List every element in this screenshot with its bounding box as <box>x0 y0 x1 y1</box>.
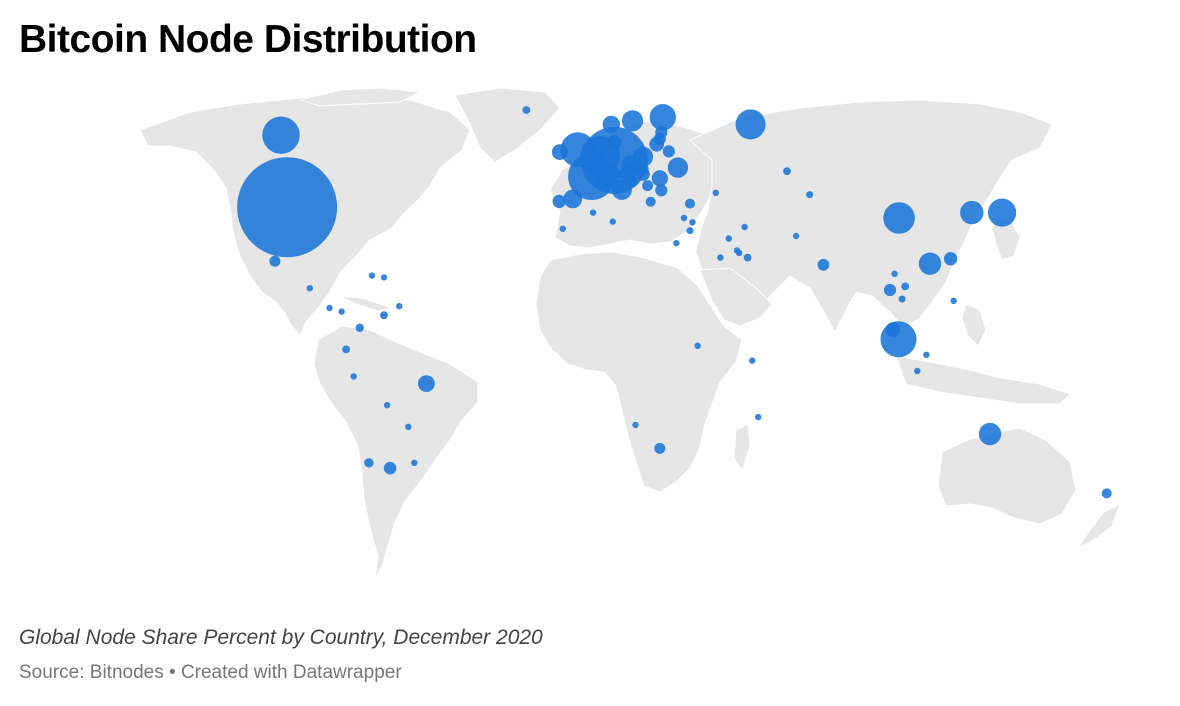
land-philippines <box>961 303 987 347</box>
bubble-china[interactable] <box>883 202 915 234</box>
bubble-malaysia[interactable] <box>885 322 901 337</box>
bubble-egypt[interactable] <box>673 240 680 247</box>
bubble-norway[interactable] <box>602 115 620 134</box>
bubble-algeria[interactable] <box>589 209 597 216</box>
bubble-kazakhstan[interactable] <box>783 167 791 176</box>
bubble-saudi-arabia[interactable] <box>717 254 724 261</box>
land-layer <box>139 87 1121 581</box>
bubble-uruguay[interactable] <box>411 459 418 466</box>
bubble-iran[interactable] <box>741 223 748 231</box>
land-new-zealand <box>1077 503 1121 549</box>
bubble-brazil[interactable] <box>418 375 435 392</box>
bubble-taiwan[interactable] <box>943 252 958 266</box>
bubble-united-kingdom[interactable] <box>560 132 596 167</box>
source-name[interactable]: Bitnodes <box>89 662 164 683</box>
bubble-south-korea[interactable] <box>960 200 984 225</box>
bubble-lebanon[interactable] <box>689 219 696 226</box>
land-madagascar <box>733 423 751 471</box>
bubble-venezuela[interactable] <box>380 311 388 320</box>
bubble-russia[interactable] <box>735 109 766 140</box>
bubble-kyrgyzstan[interactable] <box>806 191 814 199</box>
bubble-belarus[interactable] <box>662 145 675 158</box>
bubble-ecuador[interactable] <box>342 345 350 354</box>
bubble-georgia[interactable] <box>712 189 719 196</box>
bubble-greece[interactable] <box>645 196 656 207</box>
credit-link[interactable]: Created with Datawrapper <box>180 662 402 683</box>
bubble-pakistan[interactable] <box>792 232 800 240</box>
bubble-kenya[interactable] <box>694 342 701 349</box>
world-bubble-map <box>139 87 1121 581</box>
bubble-panama[interactable] <box>338 308 345 315</box>
bubble-chile[interactable] <box>364 458 374 468</box>
bubble-guatemala[interactable] <box>306 285 313 292</box>
bubble-bolivia[interactable] <box>383 402 391 409</box>
bubble-cyprus[interactable] <box>680 214 688 222</box>
bubble-namibia[interactable] <box>632 421 639 429</box>
bubble-turkey[interactable] <box>685 198 695 209</box>
bubble-peru[interactable] <box>350 373 357 380</box>
bubble-argentina[interactable] <box>383 461 397 475</box>
bubble-laos[interactable] <box>891 270 898 277</box>
bubble-dominican-rep[interactable] <box>368 272 376 279</box>
bubble-australia[interactable] <box>978 422 1002 446</box>
bubble-qatar[interactable] <box>735 249 743 257</box>
bubble-trinidad[interactable] <box>396 303 403 310</box>
bubble-paraguay[interactable] <box>405 423 412 430</box>
land-greenland <box>454 87 561 163</box>
bubble-denmark[interactable] <box>606 135 622 150</box>
bubble-layer <box>237 104 1112 499</box>
bubble-estonia[interactable] <box>655 126 668 139</box>
source-label: Source: <box>19 662 85 683</box>
chart-title: Bitcoin Node Distribution <box>19 18 477 61</box>
bubble-spain[interactable] <box>563 189 583 209</box>
bubble-finland[interactable] <box>649 104 676 131</box>
bubble-new-zealand[interactable] <box>1101 488 1112 499</box>
bubble-united-states[interactable] <box>237 157 338 258</box>
bubble-slovenia[interactable] <box>624 173 634 183</box>
land-south-america <box>313 325 479 581</box>
bubble-uae[interactable] <box>743 253 752 262</box>
bubble-israel[interactable] <box>686 227 694 235</box>
bubble-tunisia[interactable] <box>609 218 616 225</box>
bubble-colombia[interactable] <box>355 323 364 332</box>
separator: • <box>169 662 176 683</box>
bubble-japan[interactable] <box>988 198 1017 227</box>
bubble-cambodia[interactable] <box>898 295 906 303</box>
bubble-iceland[interactable] <box>522 106 531 114</box>
bubble-indonesia[interactable] <box>923 351 930 358</box>
bubble-serbia[interactable] <box>642 180 654 192</box>
bubble-thailand[interactable] <box>883 283 897 297</box>
bubble-slovakia[interactable] <box>637 163 649 175</box>
bubble-costa-rica[interactable] <box>326 304 333 312</box>
bubble-philippines[interactable] <box>950 297 957 304</box>
land-africa <box>535 251 743 493</box>
bubble-seychelles[interactable] <box>749 357 756 364</box>
bubble-hong-kong[interactable] <box>918 252 942 275</box>
bubble-italy[interactable] <box>611 179 632 200</box>
chart-description: Global Node Share Percent by Country, De… <box>19 626 543 649</box>
bubble-sweden[interactable] <box>621 110 644 132</box>
bubble-canada[interactable] <box>262 116 300 154</box>
bubble-india[interactable] <box>817 258 830 271</box>
bubble-vietnam[interactable] <box>901 282 910 291</box>
source-line: Source: Bitnodes • Created with Datawrap… <box>19 662 402 684</box>
bubble-ukraine[interactable] <box>667 157 689 178</box>
land-arctic-islands <box>299 87 421 107</box>
bubble-bulgaria[interactable] <box>655 184 668 197</box>
bubble-ireland[interactable] <box>551 144 568 161</box>
bubble-portugal[interactable] <box>552 194 566 209</box>
bubble-indonesia-java[interactable] <box>914 367 921 375</box>
land-southeast-asia-islands <box>895 355 1071 405</box>
bubble-south-africa[interactable] <box>654 442 666 454</box>
land-arabia <box>699 267 773 327</box>
bubble-romania[interactable] <box>651 170 668 187</box>
bubble-belgium[interactable] <box>587 151 608 172</box>
bubble-morocco[interactable] <box>559 225 566 232</box>
land-australia <box>937 427 1077 525</box>
bubble-mauritius[interactable] <box>755 413 762 421</box>
bubble-puerto-rico[interactable] <box>380 274 388 281</box>
bubble-mexico[interactable] <box>269 255 281 267</box>
bubble-kuwait[interactable] <box>725 235 732 242</box>
land-caribbean <box>339 295 393 312</box>
